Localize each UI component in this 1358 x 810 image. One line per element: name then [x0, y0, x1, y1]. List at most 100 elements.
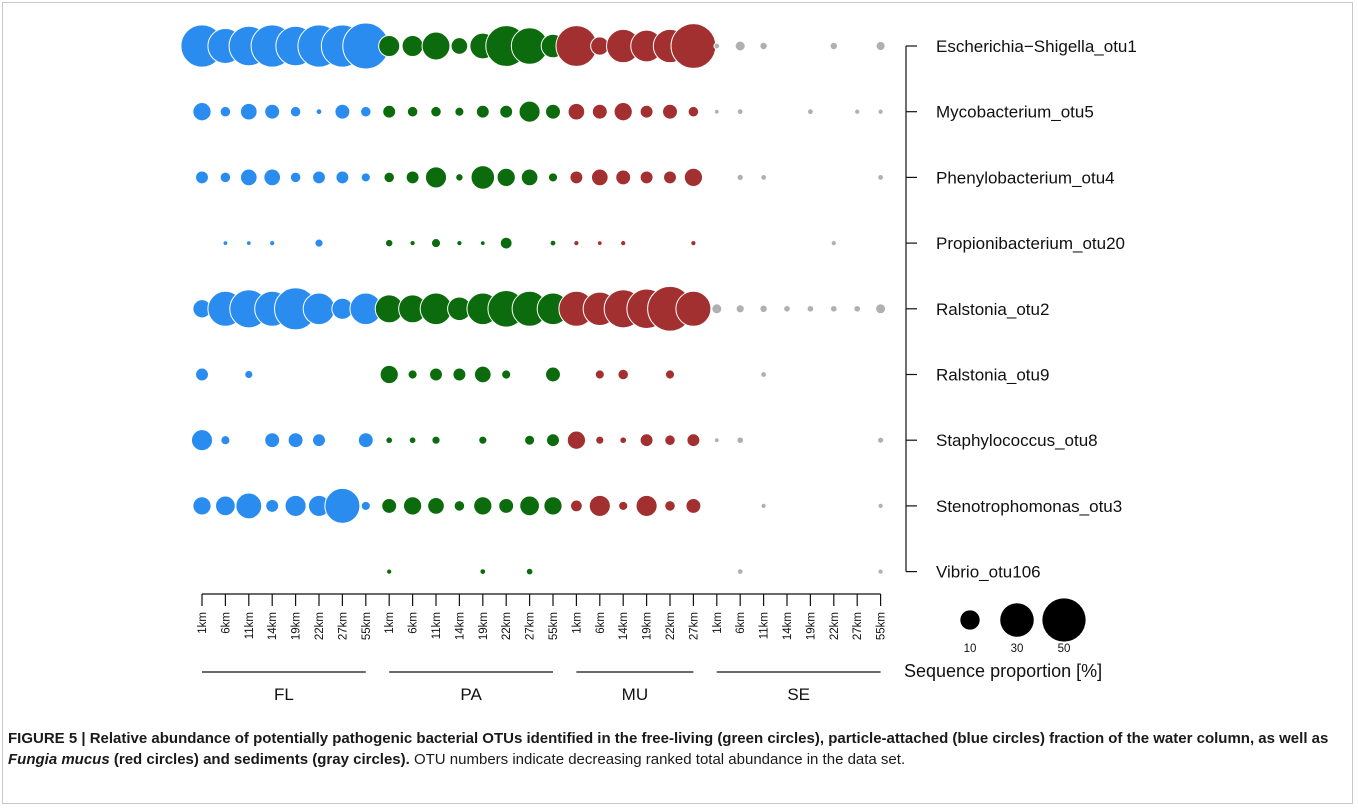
bubble-mu-2-4 — [663, 170, 677, 185]
bubble-fl-3-3 — [269, 239, 276, 247]
bubble-pa-7-4 — [473, 496, 493, 516]
bubble-fl-3-5 — [314, 238, 324, 248]
bubble-pa-1-5 — [499, 104, 514, 119]
otu-label: Phenylobacterium_otu4 — [936, 168, 1115, 187]
bubble-mu-2-1 — [590, 168, 609, 187]
bubble-fl-1-7 — [360, 105, 372, 118]
bubble-se-1-4 — [807, 108, 814, 116]
caption-text: OTU numbers indicate decreasing ranked t… — [409, 751, 906, 768]
bubble-fl-2-0 — [195, 170, 209, 185]
bubble-fl-2-2 — [239, 168, 258, 187]
caption-bold-tail: (red circles) and sediments (gray circle… — [109, 751, 410, 768]
bubble-se-4-7 — [875, 303, 887, 315]
x-tick-label: 11km — [759, 612, 771, 639]
bubble-mu-2-0 — [569, 170, 584, 185]
bubble-pa-0-3 — [450, 37, 469, 55]
bubble-mu-6-1 — [595, 435, 605, 445]
bubble-pa-8-4 — [479, 568, 487, 575]
x-tick-label: 55km — [548, 612, 560, 640]
bubble-mu-6-5 — [686, 433, 701, 448]
bubble-fl-2-3 — [263, 168, 282, 187]
bubble-fl-6-1 — [220, 435, 231, 446]
bubble-pa-7-0 — [381, 497, 398, 514]
x-tick-label: 1km — [197, 612, 209, 634]
bubble-fl-5-0 — [195, 367, 209, 382]
bubble-pa-7-1 — [402, 496, 423, 516]
x-tick-label: 11km — [244, 612, 256, 639]
bubble-fl-2-1 — [219, 171, 232, 184]
x-tick-label: 14km — [454, 612, 466, 640]
bubble-pa-6-4 — [478, 435, 488, 445]
bubble-se-3-5 — [830, 239, 837, 247]
bubble-pa-3-0 — [384, 238, 394, 248]
bubble-mu-3-0 — [573, 239, 580, 247]
bubble-pa-2-7 — [547, 172, 559, 183]
bubble-pa-6-2 — [431, 435, 441, 445]
bubble-se-0-7 — [875, 40, 886, 52]
bubble-pa-5-3 — [452, 367, 467, 382]
x-tick-label: 1km — [384, 612, 396, 634]
bubble-pa-6-1 — [408, 436, 417, 445]
bubble-fl-1-3 — [264, 103, 281, 120]
x-tick-label: 11km — [431, 612, 443, 639]
x-tick-label: 22km — [314, 612, 326, 640]
bubble-mu-4-5 — [675, 290, 712, 327]
otu-label: Vibrio_otu106 — [936, 563, 1041, 582]
bubble-fl-7-2 — [235, 492, 263, 520]
x-tick-label: 14km — [782, 612, 794, 640]
bubble-se-5-2 — [760, 371, 767, 378]
bubble-se-4-0 — [711, 303, 723, 315]
x-tick-label: 14km — [618, 612, 630, 640]
legend-title: Sequence proportion [%] — [904, 661, 1102, 681]
otu-label: Ralstonia_otu2 — [936, 300, 1049, 319]
otu-label: Mycobacterium_otu5 — [936, 103, 1094, 122]
group-label: FL — [274, 685, 294, 704]
bubble-pa-6-0 — [385, 436, 394, 445]
bubble-fl-1-1 — [219, 105, 232, 118]
bubble-fl-7-3 — [265, 498, 280, 513]
x-tick-label: 19km — [291, 612, 303, 640]
x-tick-label: 1km — [571, 612, 583, 634]
bubble-mu-3-1 — [596, 240, 603, 247]
otu-label: Stenotrophomonas_otu3 — [936, 497, 1122, 516]
bubble-se-1-7 — [877, 108, 884, 115]
bubble-mu-1-1 — [591, 103, 608, 120]
otu-label: Ralstonia_otu9 — [936, 366, 1049, 385]
bubble-se-0-0 — [713, 42, 721, 50]
bubble-mu-2-3 — [639, 170, 654, 185]
bubble-pa-0-1 — [401, 34, 424, 58]
x-tick-label: 19km — [478, 612, 490, 640]
bubble-se-0-2 — [759, 41, 768, 51]
x-tick-label: 19km — [642, 612, 654, 640]
bubble-pa-5-2 — [429, 367, 443, 382]
bubble-mu-5-4 — [664, 369, 676, 380]
bubble-se-4-4 — [806, 304, 815, 313]
bubble-pa-3-3 — [456, 239, 463, 247]
bubble-se-0-1 — [734, 40, 746, 52]
x-tick-label: 6km — [408, 612, 420, 634]
bubble-pa-4-2 — [419, 292, 453, 326]
bubble-mu-7-4 — [664, 500, 676, 512]
bubble-fl-7-4 — [284, 494, 307, 517]
bubble-se-2-2 — [760, 174, 767, 181]
bubble-se-2-7 — [877, 174, 884, 181]
bubble-mu-1-5 — [687, 105, 700, 118]
bubble-pa-6-6 — [524, 434, 536, 446]
bubble-fl-1-5 — [315, 108, 323, 116]
bubble-pa-2-6 — [520, 168, 539, 187]
bubble-se-4-3 — [783, 304, 791, 313]
group-label: MU — [622, 685, 648, 704]
legend-size-circle — [1042, 598, 1086, 642]
bubble-fl-1-6 — [334, 103, 351, 120]
caption-bold: FIGURE 5 | Relative abundance of potenti… — [8, 730, 1329, 747]
bubble-pa-5-0 — [379, 364, 399, 385]
x-tick-label: 55km — [361, 612, 373, 640]
bubble-mu-1-0 — [567, 102, 586, 121]
bubble-pa-1-1 — [406, 105, 419, 118]
bubble-mu-2-2 — [615, 169, 632, 186]
bubble-se-4-5 — [829, 304, 838, 313]
bubble-se-0-5 — [829, 41, 839, 51]
bubble-pa-7-2 — [427, 497, 445, 515]
bubble-pa-8-0 — [386, 568, 393, 575]
bubble-pa-3-1 — [409, 239, 416, 247]
